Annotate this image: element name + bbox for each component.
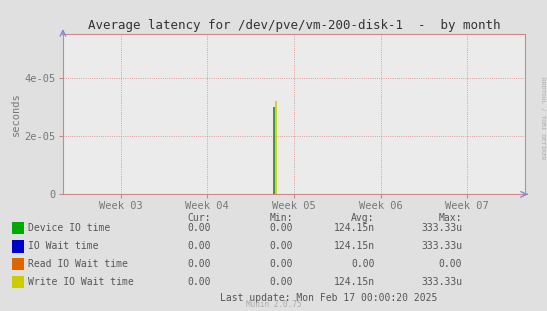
Text: 0.00: 0.00 [269, 259, 293, 269]
Text: 0.00: 0.00 [269, 241, 293, 251]
Text: 333.33u: 333.33u [421, 241, 462, 251]
Text: 0.00: 0.00 [351, 259, 375, 269]
Text: 0.00: 0.00 [187, 223, 211, 233]
Text: Min:: Min: [269, 213, 293, 223]
Text: 0.00: 0.00 [269, 223, 293, 233]
Text: 0.00: 0.00 [439, 259, 462, 269]
Text: 0.00: 0.00 [187, 241, 211, 251]
Text: Max:: Max: [439, 213, 462, 223]
Text: 0.00: 0.00 [187, 277, 211, 287]
Text: Munin 2.0.75: Munin 2.0.75 [246, 299, 301, 309]
Y-axis label: seconds: seconds [10, 92, 21, 136]
Text: 333.33u: 333.33u [421, 277, 462, 287]
Text: Last update: Mon Feb 17 00:00:20 2025: Last update: Mon Feb 17 00:00:20 2025 [219, 293, 437, 303]
Text: 124.15n: 124.15n [334, 277, 375, 287]
Title: Average latency for /dev/pve/vm-200-disk-1  -  by month: Average latency for /dev/pve/vm-200-disk… [88, 19, 501, 32]
Text: 0.00: 0.00 [187, 259, 211, 269]
Text: 124.15n: 124.15n [334, 241, 375, 251]
Text: 0.00: 0.00 [269, 277, 293, 287]
Text: Device IO time: Device IO time [28, 223, 110, 233]
Text: IO Wait time: IO Wait time [28, 241, 99, 251]
Text: RRDTOOL / TOBI OETIKER: RRDTOOL / TOBI OETIKER [541, 77, 546, 160]
Text: Write IO Wait time: Write IO Wait time [28, 277, 134, 287]
Text: 124.15n: 124.15n [334, 223, 375, 233]
Text: 333.33u: 333.33u [421, 223, 462, 233]
Text: Avg:: Avg: [351, 213, 375, 223]
Text: Read IO Wait time: Read IO Wait time [28, 259, 129, 269]
Text: Cur:: Cur: [187, 213, 211, 223]
